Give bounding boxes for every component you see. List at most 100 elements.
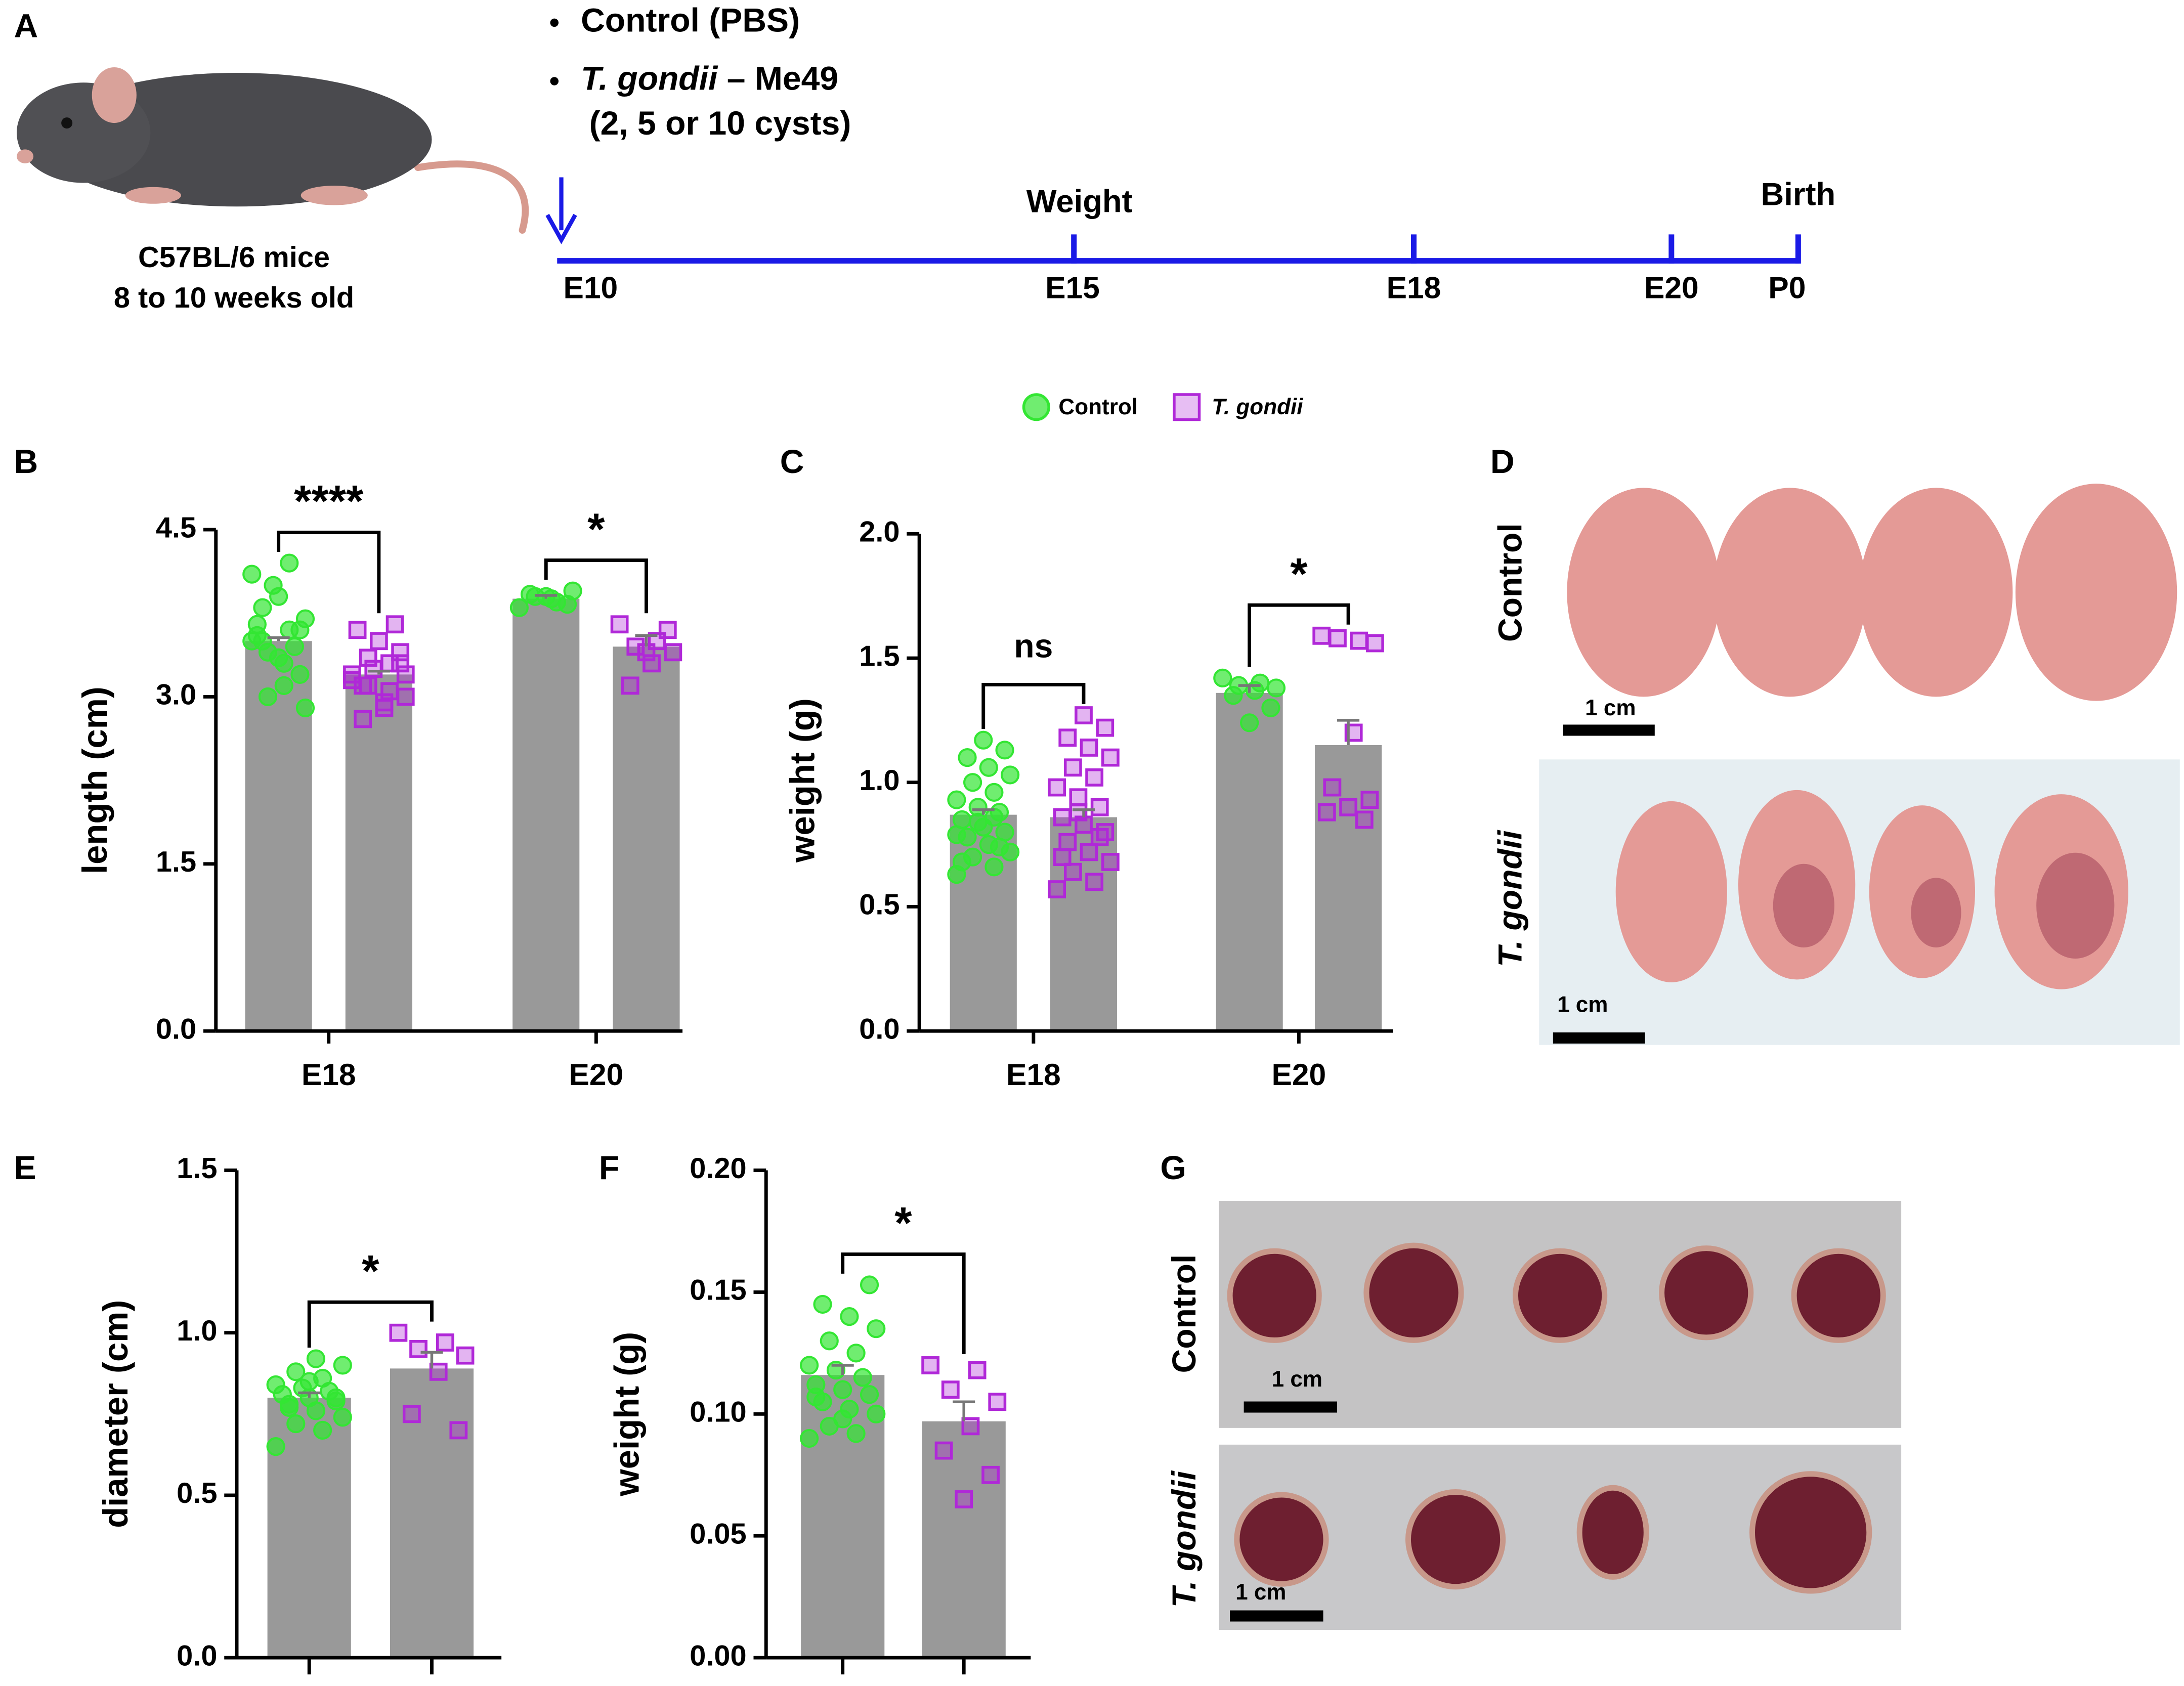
timeline-day: E10 (563, 270, 618, 305)
data-point (800, 1429, 819, 1448)
data-point (306, 1349, 326, 1368)
treatment: Control (PBS) (581, 2, 800, 39)
timeline-event: Weight (1026, 184, 1133, 220)
data-point (867, 1404, 886, 1423)
data-point (274, 676, 293, 695)
data-point (846, 1424, 866, 1443)
data-point (436, 1333, 454, 1352)
data-point (1360, 791, 1379, 809)
panel-letter: A (14, 7, 38, 45)
data-point (1312, 626, 1331, 645)
legend-marker (1022, 393, 1050, 421)
data-point (253, 631, 272, 651)
y-tick-label: 0.20 (690, 1152, 747, 1185)
bar (345, 674, 412, 1031)
data-point (860, 1275, 879, 1294)
y-tick-label: 4.5 (156, 511, 196, 544)
embryo-photos (1539, 484, 2180, 1045)
x-tick-label: E20 (569, 1057, 623, 1092)
panel-letter: E (14, 1149, 36, 1187)
timeline-day: E15 (1045, 270, 1100, 305)
panel-letter: B (14, 443, 38, 481)
data-point (952, 852, 972, 872)
data-point (1213, 668, 1232, 687)
panel-letter: F (599, 1149, 619, 1187)
data-point (326, 1388, 346, 1407)
x-tick-label: E20 (1271, 1057, 1326, 1092)
timeline-day: P0 (1768, 270, 1806, 305)
bar (922, 1421, 1006, 1658)
data-point (1048, 778, 1066, 797)
legend-marker (1173, 393, 1201, 421)
y-tick-label: 0.10 (690, 1396, 747, 1429)
bar (267, 1398, 351, 1658)
data-point (389, 1323, 408, 1342)
data-point (1058, 728, 1077, 747)
data-point (449, 1421, 468, 1440)
timeline-day: E18 (1387, 270, 1441, 305)
timeline-day: E20 (1644, 270, 1699, 305)
data-point (247, 615, 267, 634)
data-point (509, 598, 529, 617)
data-point (941, 1380, 960, 1399)
data-point (658, 621, 677, 639)
significance-label: * (1290, 548, 1308, 598)
row-label: T. gondii (1491, 830, 1529, 967)
data-point (1323, 778, 1342, 797)
bullet (550, 18, 559, 27)
x-tick-label: E18 (302, 1057, 356, 1092)
data-point (354, 676, 372, 695)
data-point (402, 1405, 421, 1423)
data-point (1085, 768, 1104, 787)
data-point (1339, 798, 1357, 816)
data-point (643, 654, 661, 673)
data-point (380, 682, 399, 701)
mouse-label: 8 to 10 weeks old (114, 282, 354, 314)
significance-bracket (981, 683, 1086, 729)
data-point (1058, 833, 1077, 851)
y-tick-label: 1.5 (156, 846, 196, 878)
data-point (806, 1387, 826, 1407)
data-point (947, 790, 966, 809)
data-point (1317, 803, 1336, 822)
mouse-illustration (17, 67, 529, 234)
data-point (1053, 848, 1072, 867)
data-point (974, 730, 993, 750)
data-point (1080, 843, 1098, 861)
bar (390, 1368, 474, 1658)
data-point (1075, 706, 1093, 724)
data-point (968, 812, 988, 832)
data-point (266, 1437, 285, 1456)
data-point (1224, 686, 1243, 705)
data-point (391, 643, 410, 662)
mouse-label: C57BL/6 mice (138, 241, 330, 274)
data-point (279, 1398, 299, 1417)
data-point (984, 857, 1004, 877)
data-point (610, 615, 629, 634)
data-point (258, 687, 278, 706)
data-point (1366, 634, 1384, 653)
significance-label: * (894, 1198, 912, 1248)
data-point (621, 676, 639, 695)
significance-bracket (307, 1300, 434, 1348)
bar (1216, 693, 1283, 1031)
y-axis-label: weight (g) (783, 698, 822, 863)
row-label: Control (1166, 1255, 1203, 1373)
data-point (295, 698, 315, 718)
treatment-name: T. gondii (581, 60, 718, 98)
data-point (637, 643, 656, 662)
y-tick-label: 2.0 (859, 516, 900, 548)
data-point (1063, 862, 1082, 881)
injection-arrow-head (545, 213, 577, 244)
scale-label: 1 cm (1557, 992, 1608, 1017)
treatment: T. gondii – Me49 (581, 60, 838, 98)
data-point (1063, 758, 1082, 777)
data-point (1096, 718, 1115, 737)
data-point (800, 1356, 819, 1375)
data-point (313, 1420, 332, 1440)
data-point (1101, 853, 1120, 871)
data-point (264, 576, 283, 595)
data-point (988, 1393, 1007, 1411)
